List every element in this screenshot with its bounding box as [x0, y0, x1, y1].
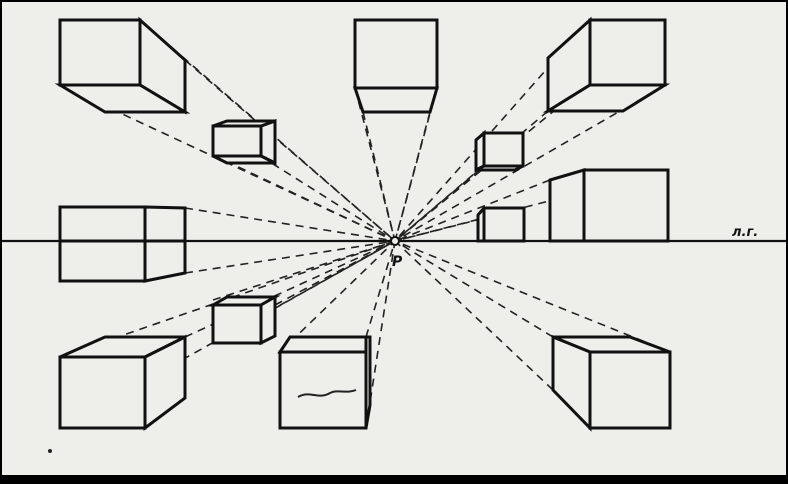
box-bottom-face [475, 164, 524, 172]
ink-dot [48, 449, 52, 453]
ray-line [274, 240, 396, 306]
vanishing-point-label: P [392, 254, 403, 270]
box-front-face [211, 124, 263, 158]
box-bottom-right [551, 334, 672, 432]
ray-line [394, 84, 666, 242]
box-bottom-face [212, 154, 276, 165]
box-bottom-face [352, 86, 439, 114]
box-side-face [259, 294, 277, 346]
box-front-face [278, 350, 368, 430]
box-front-face [482, 131, 525, 168]
box-bottom-center [277, 335, 372, 430]
scribble-mark [297, 389, 357, 398]
box-front-face [211, 303, 263, 345]
ray-line [365, 240, 396, 338]
box-left-horizon [58, 205, 187, 283]
box-side-face [143, 205, 187, 283]
box-front-face [588, 18, 667, 87]
box-bottom-left-small [207, 294, 281, 346]
ray-line [184, 207, 396, 242]
box-bottom-left [58, 334, 187, 431]
box-top-center [352, 18, 439, 114]
box-side-face [474, 129, 486, 173]
box-top-right [542, 16, 671, 114]
ray-line [184, 59, 396, 242]
box-front-face [58, 355, 147, 430]
box-front-face [58, 205, 147, 283]
wall-right-horizon [476, 167, 670, 243]
ray-line [354, 87, 396, 242]
ray-line [394, 87, 438, 242]
ray-line [394, 169, 481, 242]
box-front-face [353, 18, 439, 90]
box-top-face [212, 119, 276, 128]
box-top-right-small [474, 129, 525, 173]
horizon-line-label: л.г. [732, 225, 758, 240]
box-top-left [54, 16, 191, 115]
box-front-face [58, 18, 142, 87]
ray-line [212, 154, 396, 242]
wall-front-face [582, 168, 670, 243]
wall-side-face [548, 167, 586, 243]
ray-line [394, 240, 554, 338]
box-front-face [588, 350, 672, 430]
box-top-face [277, 335, 368, 354]
ray-line [184, 240, 396, 338]
ray-line [184, 240, 396, 274]
vanishing-point-marker [390, 236, 400, 246]
box-top-left-small [211, 118, 277, 166]
ray-line [394, 240, 671, 353]
ray-line [279, 240, 396, 353]
